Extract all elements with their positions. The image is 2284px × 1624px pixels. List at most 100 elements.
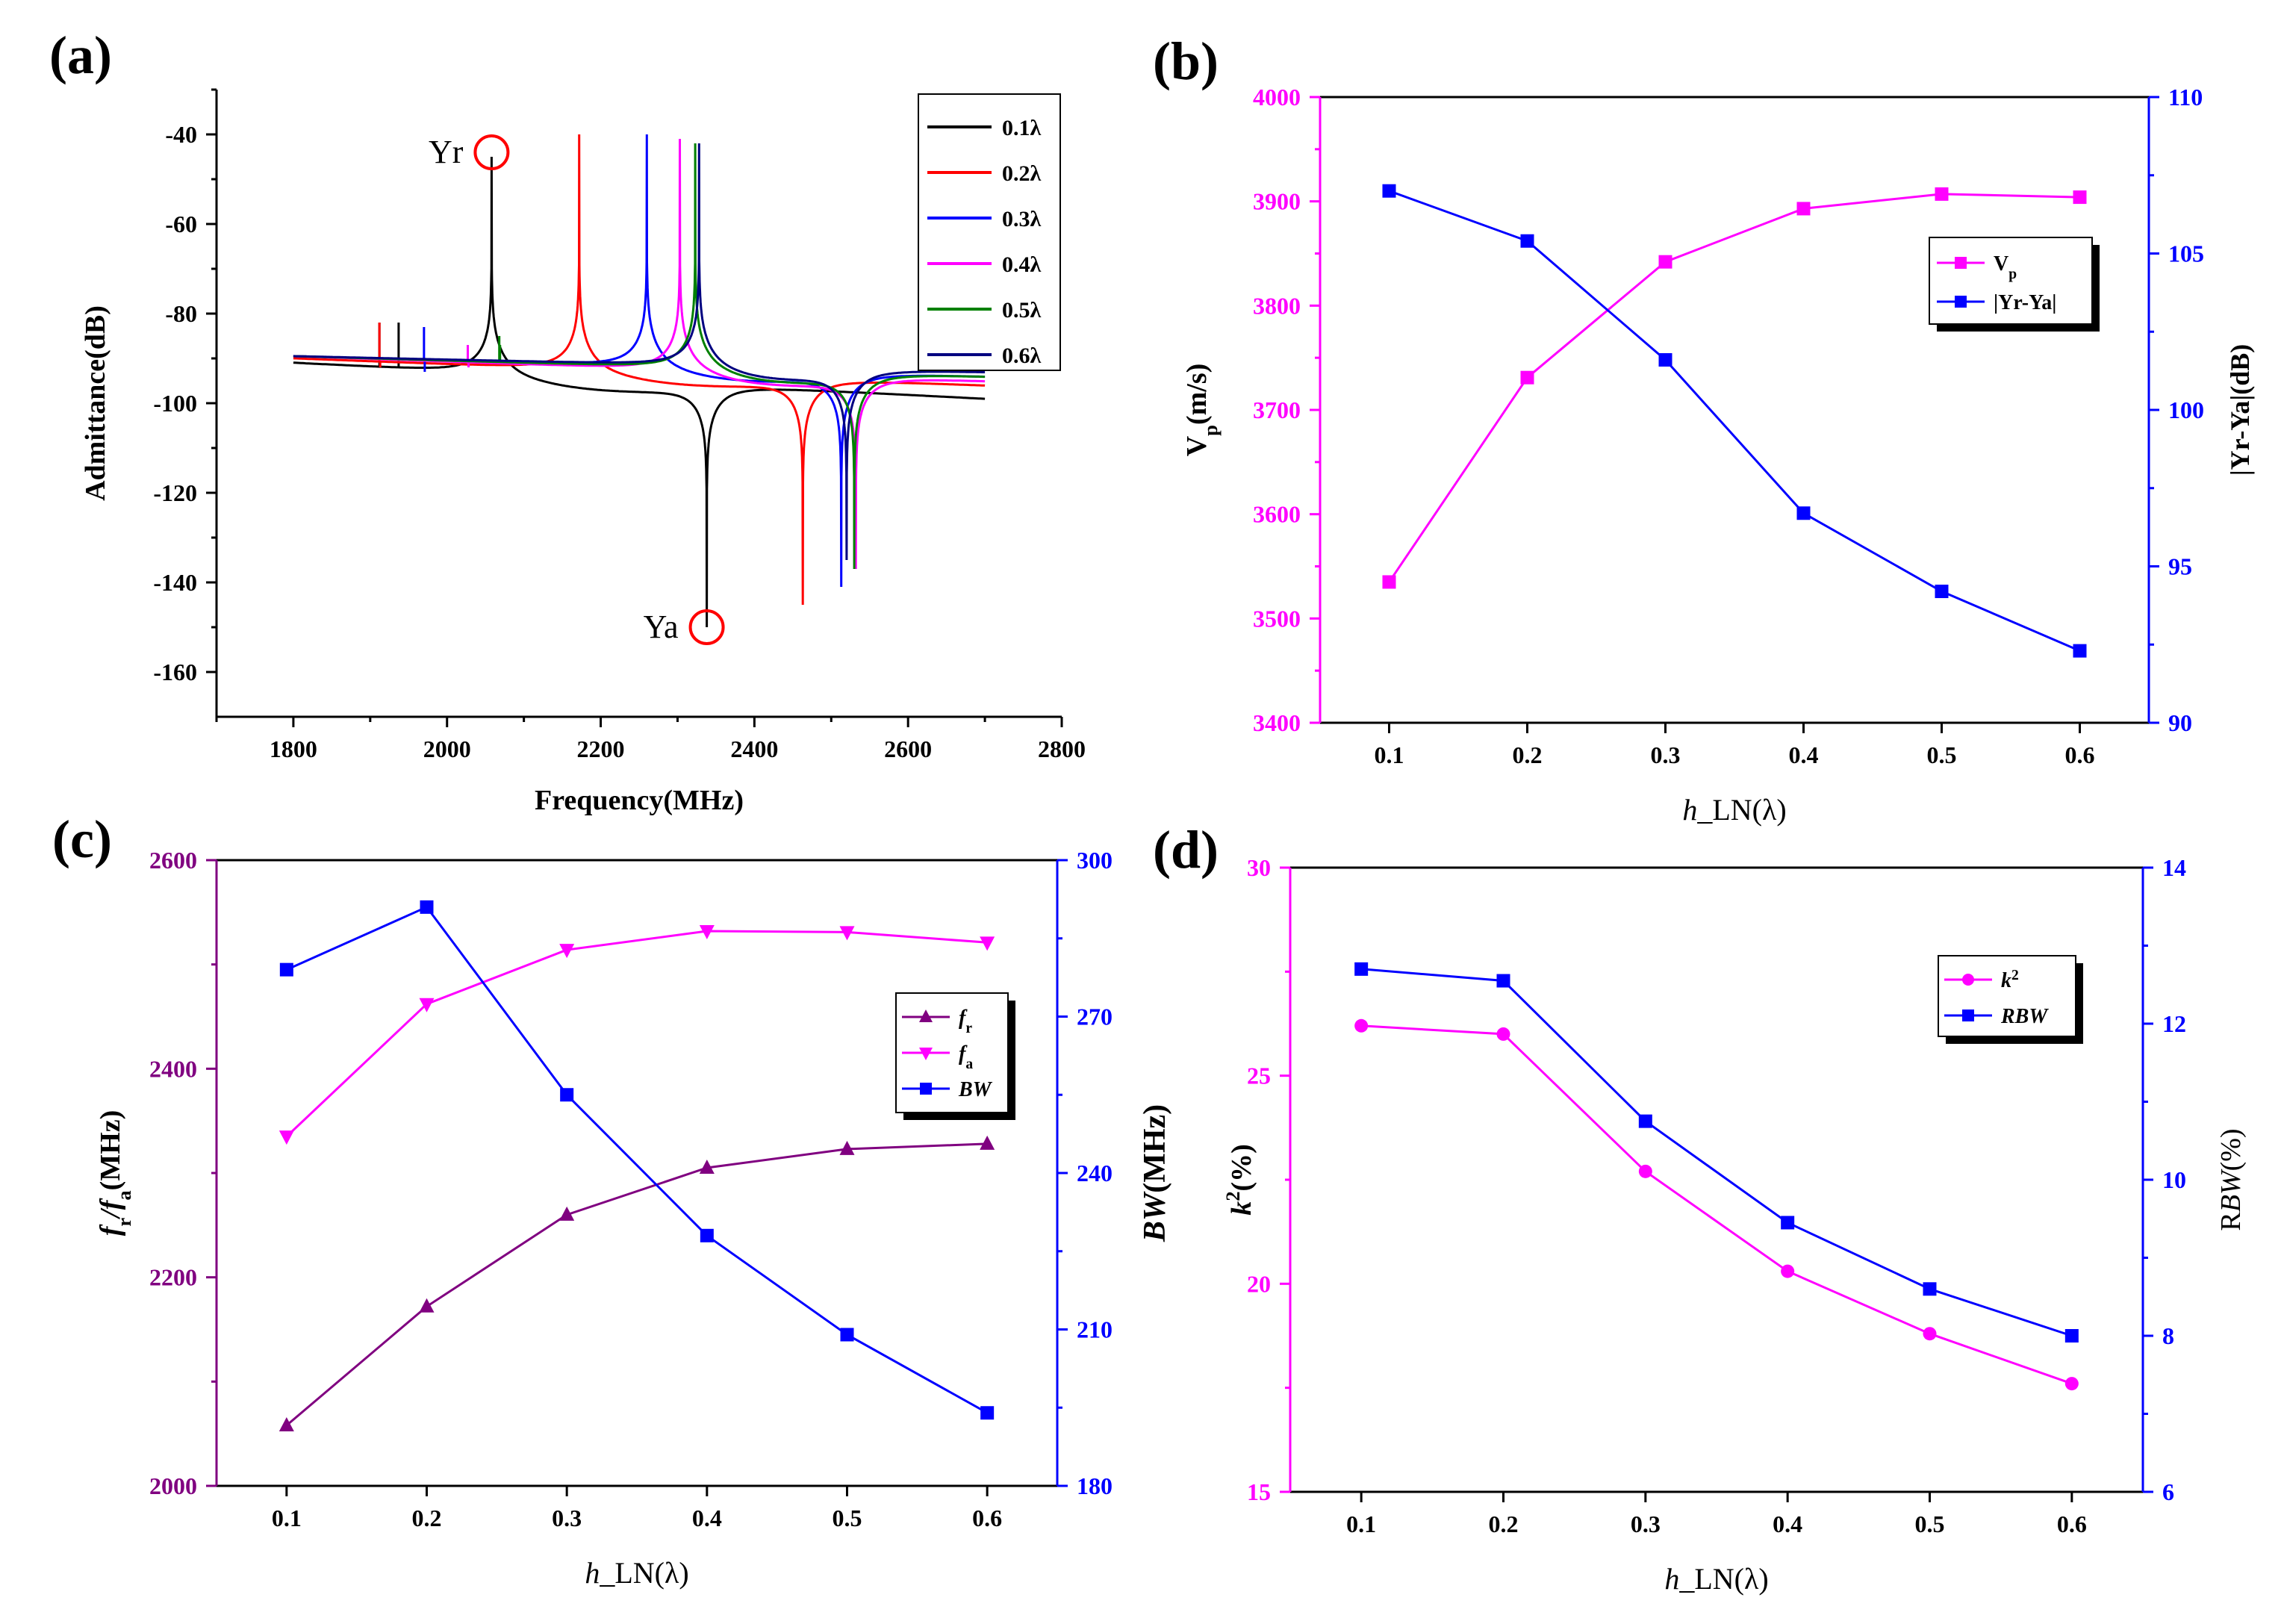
data-point <box>1955 257 1967 269</box>
legend-label: fa <box>959 1042 973 1072</box>
data-point <box>419 1298 435 1313</box>
y-tick-label: 12 <box>2162 1010 2186 1037</box>
series-line-2 <box>293 134 986 606</box>
data-point <box>1354 1018 1369 1033</box>
legend-label: 0.2λ <box>1002 161 1042 186</box>
data-point <box>1962 1009 1974 1021</box>
y-tick-label: 90 <box>2168 709 2192 736</box>
data-point <box>920 1083 932 1095</box>
x-tick-label: 0.5 <box>1927 741 1957 768</box>
annotation-circle <box>688 609 725 645</box>
data-point <box>839 1140 855 1155</box>
series-line-2 <box>285 930 988 1138</box>
series-line-6 <box>293 143 986 561</box>
data-point <box>700 1228 714 1242</box>
legend-label: 0.1λ <box>1002 116 1042 140</box>
legend-label: |Yr-Ya| <box>1994 291 2056 314</box>
data-point <box>1955 296 1967 308</box>
x-tick-label: 0.5 <box>1915 1511 1945 1537</box>
data-point <box>919 1009 933 1022</box>
series-line-1 <box>1361 1024 2073 1385</box>
data-point <box>279 1130 294 1145</box>
panel-label-c: (c) <box>52 809 112 869</box>
legend-label: 0.5λ <box>1002 298 1042 323</box>
legend-label: fr <box>959 1007 972 1036</box>
y-tick-label: -140 <box>153 569 197 596</box>
y-axis-title: Admittance(dB) <box>80 305 111 501</box>
data-point <box>1935 585 1949 599</box>
x-tick-label: 0.3 <box>1631 1511 1661 1537</box>
x-tick-label: 0.4 <box>692 1505 722 1531</box>
panel-d-chart: 0.1 0.2 0.3 0.4 0.5 0.6 15 20 25 30 6 8 10 12 14 h_LN(λ… <box>1222 854 2247 1596</box>
data-point <box>1496 974 1510 988</box>
y-tick-label: -40 <box>165 121 197 148</box>
y-tick-label: 15 <box>1247 1478 1271 1505</box>
annotation-label: Ya <box>644 609 679 645</box>
series-line-3 <box>286 905 988 1414</box>
x-tick-label: 2200 <box>577 735 625 762</box>
x-axis-title: Frequency(MHz) <box>535 785 744 816</box>
series-line-1 <box>293 156 986 628</box>
y-tick-label: -160 <box>153 659 197 685</box>
y-tick-label: 180 <box>1077 1472 1113 1499</box>
y-tick-label: -60 <box>165 211 197 237</box>
data-point <box>1496 1027 1510 1041</box>
data-point <box>1638 1114 1652 1128</box>
panel-c-chart: 0.1 0.2 0.3 0.4 0.5 0.6 2000 2200 2400 2600 180 210… <box>95 847 1172 1590</box>
y-tick-label: 270 <box>1077 1004 1113 1030</box>
y-tick-label: 300 <box>1077 847 1113 874</box>
x-tick-label: 2400 <box>730 735 778 762</box>
x-axis-title: h_LN(λ) <box>1664 1562 1768 1596</box>
data-point <box>559 1206 575 1221</box>
data-point <box>699 924 715 939</box>
series-line-1 <box>1388 193 2080 583</box>
data-point <box>1781 1264 1795 1278</box>
data-point <box>1781 1216 1795 1230</box>
y-tick-label: 20 <box>1247 1270 1271 1297</box>
x-axis-title: h_LN(λ) <box>1682 793 1786 827</box>
y-tick-label: -100 <box>153 390 197 417</box>
data-point <box>1382 184 1396 198</box>
y-tick-label: 30 <box>1247 854 1271 881</box>
data-point <box>1382 575 1396 589</box>
data-point <box>279 1416 294 1431</box>
y-tick-label: 3500 <box>1253 605 1301 632</box>
data-point <box>919 1048 933 1060</box>
x-tick-label: 0.5 <box>833 1505 862 1531</box>
data-point <box>840 1328 854 1342</box>
y-tick-label: 14 <box>2162 854 2186 881</box>
y-axis-title: fr/fa(MHz) <box>95 1110 135 1236</box>
legend-label: BW <box>958 1078 993 1101</box>
legend-label: RBW <box>2000 1005 2049 1028</box>
data-point <box>1658 255 1672 269</box>
data-point <box>419 998 435 1012</box>
data-point <box>1796 202 1811 216</box>
data-point <box>1923 1327 1937 1341</box>
x-tick-label: 0.1 <box>1346 1511 1376 1537</box>
panel-label-b: (b) <box>1153 31 1219 91</box>
x-axis-title: h_LN(λ) <box>585 1556 688 1590</box>
data-point <box>1354 962 1369 976</box>
y2-axis-title: RBW(%) <box>2215 1128 2247 1231</box>
y-tick-label: 105 <box>2168 240 2204 267</box>
y-tick-label: 2400 <box>149 1055 197 1082</box>
legend-label: 0.4λ <box>1002 252 1042 277</box>
y-tick-label: 2200 <box>149 1264 197 1291</box>
x-tick-label: 0.2 <box>1513 741 1543 768</box>
data-point <box>2064 1329 2079 1343</box>
y-tick-label: 2600 <box>149 847 197 874</box>
panel-b-chart: 0.1 0.2 0.3 0.4 0.5 0.6 3400 3500 3600 3700 3800 39… <box>1181 84 2255 827</box>
y-tick-label: 10 <box>2162 1166 2186 1193</box>
panel-label-d: (d) <box>1153 820 1219 880</box>
annotation-label: Yr <box>429 134 464 170</box>
legend-box <box>918 93 1061 371</box>
x-tick-label: 0.6 <box>2057 1511 2087 1537</box>
y-tick-label: 3600 <box>1253 501 1301 528</box>
data-point <box>1796 506 1811 520</box>
y-tick-label: 240 <box>1077 1160 1113 1186</box>
y-tick-label: 110 <box>2168 84 2203 111</box>
y-tick-label: 3800 <box>1253 292 1301 319</box>
x-tick-label: 2600 <box>884 735 932 762</box>
y-tick-label: 95 <box>2168 553 2192 580</box>
